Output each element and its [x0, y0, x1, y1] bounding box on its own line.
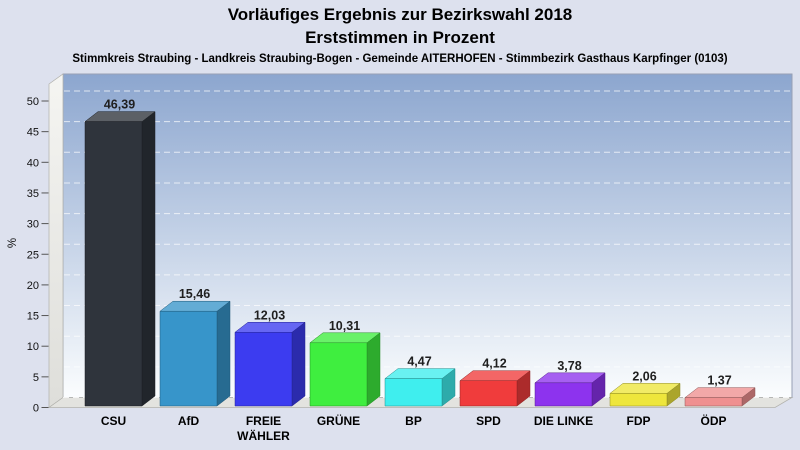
bar-side-face	[216, 300, 231, 407]
bar-front-face	[384, 378, 443, 407]
bar-front-face	[234, 332, 293, 407]
value-label: 10,31	[329, 319, 360, 333]
category-label: CSU	[101, 414, 126, 428]
y-axis-tick-label: 15	[27, 311, 39, 323]
category-label: AfD	[178, 414, 200, 428]
category-label: BP	[405, 414, 422, 428]
y-axis-tick-label: 20	[27, 280, 39, 292]
value-label: 2,06	[632, 369, 656, 383]
y-axis-tick-label: 10	[27, 341, 39, 353]
chart-title-line1: Vorläufiges Ergebnis zur Bezirkswahl 201…	[227, 5, 573, 24]
y-axis-tick-label: 35	[27, 188, 39, 200]
bar-die-linke: 3,78	[534, 359, 606, 407]
bar-front-face	[309, 342, 368, 407]
bar-freie-wähler: 12,03	[234, 308, 306, 407]
bar-side-face	[141, 111, 156, 407]
value-label: 12,03	[254, 308, 285, 322]
category-label: GRÜNE	[317, 413, 360, 428]
y-axis-tick-label: 45	[27, 127, 39, 139]
bar-side-face	[291, 321, 306, 407]
category-label: FREIE	[246, 414, 281, 428]
y-axis-tick-label: 0	[33, 403, 39, 415]
plot-left-wall	[48, 73, 64, 409]
y-axis-tick-label: 5	[33, 372, 39, 384]
category-label: WÄHLER	[237, 428, 290, 443]
bar-front-face	[684, 397, 743, 407]
value-label: 46,39	[104, 98, 135, 112]
y-axis-tick-label: 30	[27, 219, 39, 231]
value-label: 15,46	[179, 287, 210, 301]
bar-front-face	[609, 393, 668, 407]
bar-front-face	[534, 382, 593, 407]
bar-spd: 4,12	[459, 357, 531, 407]
bar-front-face	[84, 121, 143, 407]
bar-ödp: 1,37	[684, 374, 756, 407]
chart-subtitle: Stimmkreis Straubing - Landkreis Straubi…	[72, 53, 728, 65]
grid-lines	[64, 90, 791, 368]
y-axis-tick-label: 25	[27, 249, 39, 261]
bar-front-face	[159, 310, 218, 407]
y-axis-label: %	[7, 238, 19, 248]
chart-title-line2: Erststimmen in Prozent	[305, 28, 495, 47]
value-label: 4,47	[407, 355, 431, 369]
bar-grüne: 10,31	[309, 319, 381, 407]
value-label: 1,37	[707, 374, 731, 388]
value-label: 4,12	[482, 357, 506, 371]
y-axis: 0 5 10 15 20 25 30 35 40 45 50	[27, 96, 49, 415]
value-label: 3,78	[557, 359, 581, 373]
bar-csu: 46,39	[84, 98, 156, 407]
bar-side-face	[366, 332, 381, 407]
category-label: ÖDP	[700, 413, 726, 428]
category-label: FDP	[627, 414, 651, 428]
bars: 46,39 15,46 12,03 10,31 4,47 4,12 3,78 2,06 1,37	[84, 98, 756, 407]
bar-afd: 15,46	[159, 287, 231, 407]
bar-fdp: 2,06	[609, 369, 681, 407]
y-axis-tick-label: 50	[27, 96, 39, 108]
y-axis-tick-label: 40	[27, 157, 39, 169]
bar-bp: 4,47	[384, 355, 456, 407]
category-label: DIE LINKE	[534, 414, 593, 428]
bar-front-face	[459, 380, 518, 407]
category-label: SPD	[476, 414, 501, 428]
